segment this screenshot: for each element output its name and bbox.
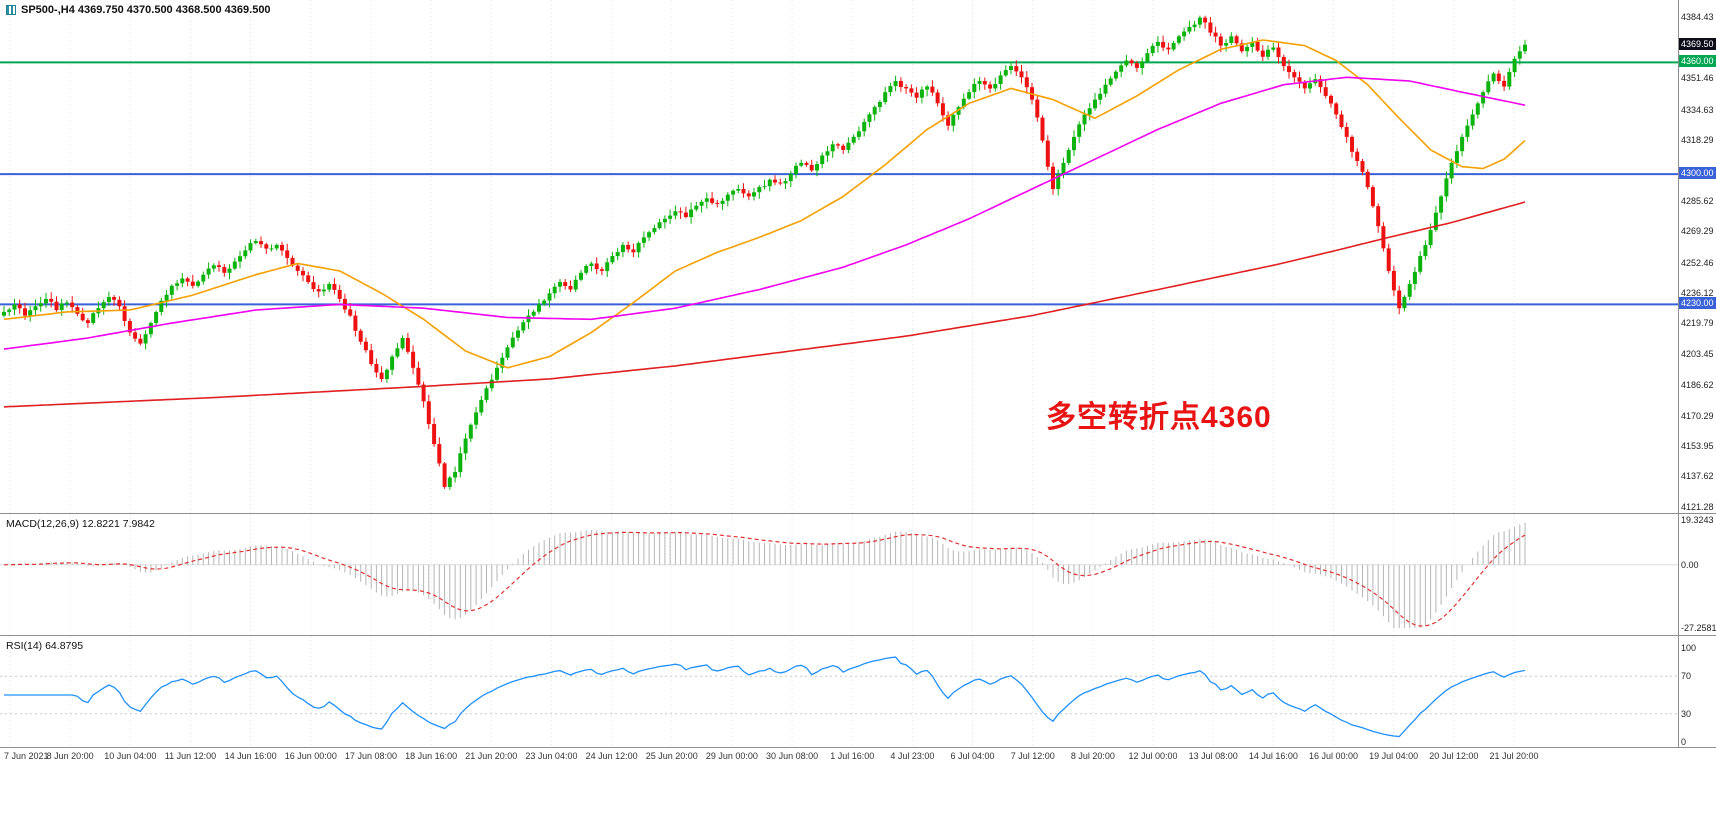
macd-axis-label: -27.2581: [1681, 623, 1716, 633]
time-axis-label: 7 Jul 12:00: [1010, 751, 1055, 761]
time-axis-label: 16 Jun 00:00: [284, 751, 337, 761]
price-axis-label: 4121.28: [1681, 501, 1714, 512]
panel-divider[interactable]: [0, 747, 1716, 748]
price-axis-label: 4285.62: [1681, 195, 1714, 206]
time-axis-label: 14 Jul 16:00: [1248, 751, 1298, 761]
price-axis[interactable]: 4384.43 4351.46 4334.63 4318.29 4285.62 4269.…: [1679, 0, 1716, 513]
time-axis-label: 25 Jun 20:00: [645, 751, 698, 761]
price-axis-label: 4252.46: [1681, 257, 1714, 268]
time-axis-label: 11 Jun 12:00: [164, 751, 217, 761]
time-axis-label: 8 Jul 20:00: [1070, 751, 1115, 761]
price-tag-4369.50: 4369.50: [1679, 37, 1716, 50]
time-axis-label: 6 Jul 04:00: [950, 751, 995, 761]
rsi-axis: 100 70 30 0: [1679, 636, 1716, 747]
rsi-axis-label: 30: [1681, 708, 1692, 719]
axis-separator: [1678, 0, 1679, 747]
macd-axis-label: 19.3243: [1681, 515, 1714, 525]
candlestick-chart-icon: [6, 5, 16, 15]
panel-divider[interactable]: [0, 513, 1716, 514]
time-axis-label: 13 Jul 08:00: [1188, 751, 1238, 761]
time-axis-label: 8 Jun 20:00: [46, 751, 94, 761]
time-axis-label: 16 Jul 00:00: [1308, 751, 1359, 761]
rsi-panel[interactable]: [0, 636, 1678, 746]
time-axis-label: 30 Jun 08:00: [766, 751, 819, 761]
price-tag-4230.00: 4230.00: [1679, 297, 1716, 310]
rsi-axis-label: 100: [1681, 643, 1697, 653]
price-axis-label: 4236.12: [1681, 288, 1714, 299]
time-axis-label: 19 Jul 04:00: [1369, 751, 1419, 761]
macd-axis: 19.3243 0.00 -27.2581: [1679, 514, 1716, 634]
macd-label: MACD(12,26,9) 12.8221 7.9842: [6, 518, 155, 530]
price-axis-label: 4170.29: [1681, 410, 1714, 421]
symbol-ohlc-text: SP500-,H4 4369.750 4370.500 4368.500 436…: [21, 4, 271, 16]
macd-axis-label: 0.00: [1681, 559, 1699, 570]
time-axis-label: 21 Jul 20:00: [1489, 751, 1539, 761]
price-axis-label: 4137.62: [1681, 471, 1714, 482]
price-tag-4360.00: 4360.00: [1679, 55, 1716, 68]
time-axis-label: 12 Jul 00:00: [1128, 751, 1178, 761]
time-axis-label: 23 Jun 04:00: [525, 751, 578, 761]
macd-panel[interactable]: [0, 514, 1678, 634]
price-chart-panel[interactable]: [0, 0, 1678, 513]
price-axis-label: 4269.29: [1681, 226, 1714, 237]
time-axis-label: 14 Jun 16:00: [224, 751, 277, 761]
candlestick-chart[interactable]: [0, 0, 1678, 513]
price-axis-label: 4318.29: [1681, 135, 1714, 146]
price-axis-label: 4203.45: [1681, 348, 1714, 359]
macd-chart[interactable]: [0, 514, 1678, 634]
panel-divider[interactable]: [0, 635, 1716, 636]
time-axis-label: 4 Jul 23:00: [890, 751, 935, 761]
price-axis-label: 4351.46: [1681, 73, 1714, 84]
time-axis-label: 29 Jun 00:00: [705, 751, 758, 761]
time-axis-label: 17 Jun 08:00: [344, 751, 397, 761]
rsi-label: RSI(14) 64.8795: [6, 640, 84, 652]
chart-header: SP500-,H4 4369.750 4370.500 4368.500 436…: [6, 4, 271, 16]
time-axis-label: 24 Jun 12:00: [585, 751, 638, 761]
time-axis-label: 21 Jun 20:00: [465, 751, 518, 761]
time-axis-label: 18 Jun 16:00: [405, 751, 458, 761]
rsi-axis-label: 0: [1681, 737, 1687, 747]
price-axis-label: 4334.63: [1681, 104, 1714, 115]
price-axis-label: 4219.79: [1681, 318, 1714, 329]
rsi-chart[interactable]: [0, 636, 1678, 746]
price-axis-label: 4153.95: [1681, 441, 1714, 452]
time-axis-label: 1 Jul 16:00: [830, 751, 875, 761]
time-axis-label: 10 Jun 04:00: [104, 751, 157, 761]
annotation-text: 多空转折点4360: [1046, 401, 1272, 434]
price-axis-label: 4186.62: [1681, 380, 1714, 391]
price-tag-4300.00: 4300.00: [1679, 167, 1716, 180]
time-axis-label: 7 Jun 2021: [4, 751, 49, 761]
rsi-axis-label: 70: [1681, 671, 1692, 682]
time-axis[interactable]: 7 Jun 2021 8 Jun 20:00 10 Jun 04:00 11 Jun …: [0, 751, 1716, 767]
price-axis-label: 4384.43: [1681, 11, 1714, 22]
time-axis-label: 20 Jul 12:00: [1429, 751, 1479, 761]
